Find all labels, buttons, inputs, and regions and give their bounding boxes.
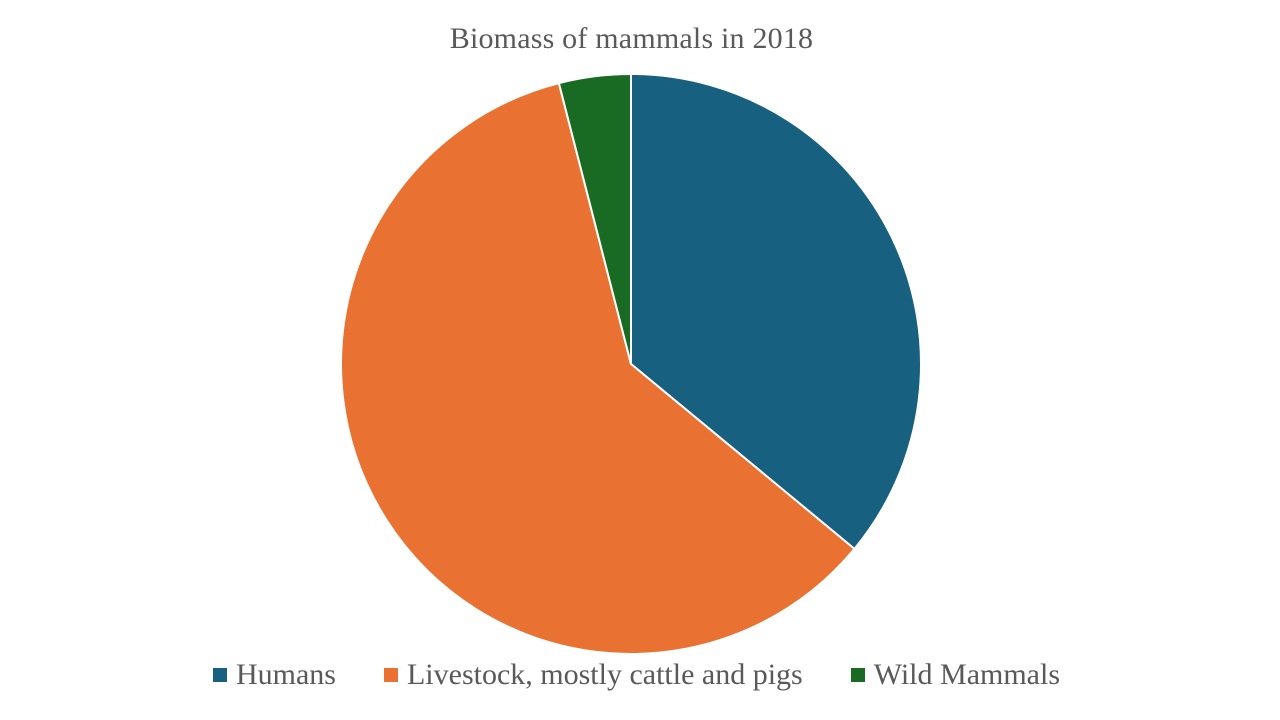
legend-swatch [383, 668, 398, 682]
chart-title: Biomass of mammals in 2018 [449, 22, 814, 55]
legend-item: Humans [212, 658, 336, 692]
legend-label: Humans [235, 658, 336, 691]
legend-item: Livestock, mostly cattle and pigs [383, 658, 803, 692]
legend-item: Wild Mammals [850, 658, 1061, 692]
pie-slice-livestock-mostly-cattle-and-pigs [340, 82, 856, 655]
legend-swatch [212, 668, 227, 682]
legend: Humans Livestock, mostly cattle and pigs W… [0, 658, 1273, 692]
pie-slice-humans [630, 73, 922, 550]
legend-label: Livestock, mostly cattle and pigs [406, 658, 803, 691]
pie-slice-wild-mammals [557, 73, 632, 365]
legend-label: Wild Mammals [873, 658, 1061, 691]
legend-swatch [850, 668, 865, 682]
